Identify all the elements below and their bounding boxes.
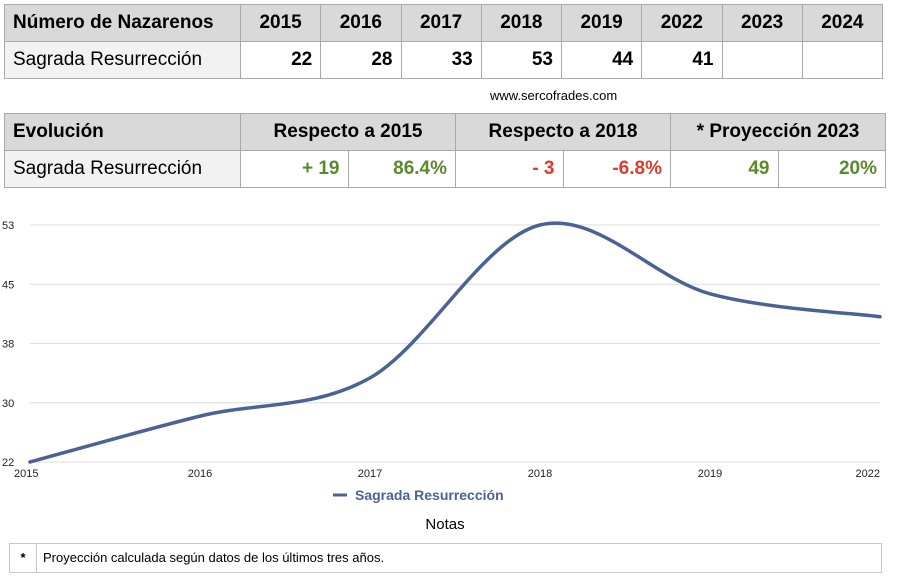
row-label: Sagrada Resurrección [4, 150, 241, 188]
value-cell [721, 41, 803, 79]
value-cell: 22 [239, 41, 322, 79]
value-cell [801, 41, 884, 79]
line-chart: 22 30 38 45 53 2015 2016 2017 2018 2019 2022 Sagrad… [2, 220, 882, 503]
notes-box: * Proyección calculada según datos de lo… [9, 543, 882, 573]
y-tick-label: 45 [2, 279, 14, 291]
table-row: Sagrada Resurrección 22 28 33 53 44 41 [4, 41, 884, 79]
x-tick-label: 2019 [698, 468, 722, 480]
row-label: Sagrada Resurrección [4, 41, 241, 79]
note-text: Proyección calculada según datos de los … [43, 550, 385, 565]
table-header-row: Número de Nazarenos 2015 2016 2017 2018 … [4, 4, 884, 42]
nazarenos-table: Número de Nazarenos 2015 2016 2017 2018 … [4, 4, 884, 79]
value-cell: 33 [400, 41, 482, 79]
header-label: Evolución [4, 113, 241, 151]
value-cell: 44 [560, 41, 643, 79]
note-marker: * [10, 544, 37, 572]
value-cell: 28 [320, 41, 402, 79]
x-tick-label: 2015 [14, 468, 38, 480]
projection-value: 49 [670, 150, 779, 188]
year-header: 2017 [400, 4, 482, 42]
y-tick-label: 30 [2, 398, 14, 410]
respecto-2015-header: Respecto a 2015 [240, 113, 456, 151]
x-tick-label: 2016 [188, 468, 212, 480]
y-tick-label: 53 [2, 220, 14, 232]
x-tick-label: 2017 [358, 468, 382, 480]
proyeccion-header: * Proyección 2023 [670, 113, 886, 151]
y-tick-label: 22 [2, 457, 14, 469]
projection-pct: 20% [777, 150, 886, 188]
diff-2018: - 3 [455, 150, 564, 188]
website-link[interactable]: www.sercofrades.com [490, 88, 618, 103]
pct-2015: 86.4% [347, 150, 456, 188]
year-header: 2019 [560, 4, 643, 42]
year-header: 2024 [801, 4, 884, 42]
value-cell: 53 [480, 41, 563, 79]
diff-2015: + 19 [240, 150, 349, 188]
respecto-2018-header: Respecto a 2018 [455, 113, 671, 151]
x-tick-label: 2022 [856, 468, 880, 480]
pct-2018: -6.8% [562, 150, 671, 188]
series-line [28, 221, 882, 464]
value-cell: 41 [641, 41, 723, 79]
year-header: 2016 [320, 4, 402, 42]
evolution-table: Evolución Respecto a 2015 Respecto a 201… [4, 113, 886, 188]
year-header: 2022 [641, 4, 723, 42]
year-header: 2018 [480, 4, 563, 42]
table-row: Sagrada Resurrección + 19 86.4% - 3 -6.8… [4, 150, 886, 188]
year-header: 2023 [721, 4, 803, 42]
x-tick-label: 2018 [528, 468, 552, 480]
year-header: 2015 [239, 4, 322, 42]
legend-label: Sagrada Resurrección [355, 487, 504, 503]
y-tick-label: 38 [2, 339, 14, 351]
header-label: Número de Nazarenos [4, 4, 241, 42]
table-header-row: Evolución Respecto a 2015 Respecto a 201… [4, 113, 886, 151]
notes-title: Notas [425, 516, 465, 533]
